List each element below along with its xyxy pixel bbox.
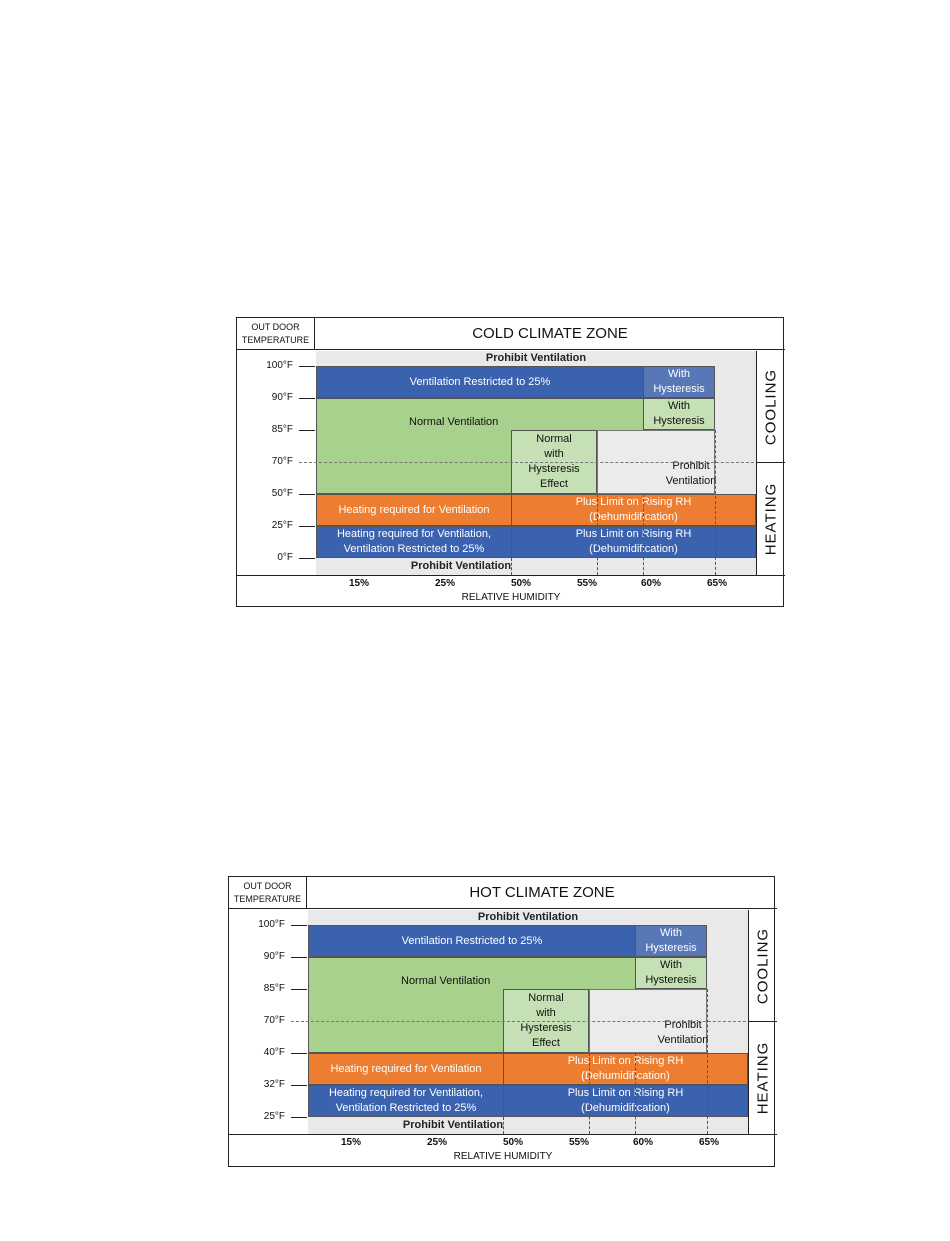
x-tick-label: 15% bbox=[340, 1137, 361, 1148]
x-tick-label: 65% bbox=[698, 1137, 719, 1148]
zone-plus-limit-1: Plus Limit on Rising RH (Dehumidificatio… bbox=[503, 1053, 748, 1085]
y-tick-label: 50°F bbox=[271, 488, 293, 499]
x-axis-title: RELATIVE HUMIDITY bbox=[453, 1151, 553, 1162]
prohibit-top-label: Prohibit Ventilation bbox=[485, 352, 587, 364]
zone-with-hysteresis-top: With Hysteresis bbox=[635, 925, 707, 957]
hot-climate-chart: OUT DOOR TEMPERATURE HOT CLIMATE ZONE Pr… bbox=[228, 876, 777, 1167]
y-tick-label: 32°F bbox=[263, 1079, 285, 1090]
chart-body: OUT DOOR TEMPERATURE HOT CLIMATE ZONE Pr… bbox=[229, 877, 777, 1167]
boundary-line-70f bbox=[291, 1021, 761, 1022]
y-tick-label: 100°F bbox=[266, 360, 293, 371]
boundary-line-70f bbox=[299, 462, 769, 463]
y-tick bbox=[299, 558, 315, 559]
y-tick bbox=[291, 925, 307, 926]
cooling-label: COOLING bbox=[762, 368, 780, 446]
heating-label: HEATING bbox=[754, 1041, 772, 1115]
y-axis-header: OUT DOOR TEMPERATURE bbox=[237, 318, 315, 350]
y-tick bbox=[299, 366, 315, 367]
y-tick-label: 25°F bbox=[263, 1111, 285, 1122]
y-tick bbox=[299, 526, 315, 527]
y-tick bbox=[291, 1085, 307, 1086]
y-tick-label: 40°F bbox=[263, 1047, 285, 1058]
x-gridline-60 bbox=[643, 494, 644, 575]
x-gridline-60 bbox=[635, 1053, 636, 1134]
x-tick-label: 60% bbox=[640, 578, 661, 589]
x-tick-label: 15% bbox=[348, 578, 369, 589]
y-tick bbox=[291, 989, 307, 990]
heating-box: HEATING bbox=[756, 462, 785, 575]
x-axis-footer bbox=[229, 1134, 777, 1167]
y-tick-label: 85°F bbox=[263, 983, 285, 994]
y-axis-header-line1: OUT DOOR bbox=[243, 881, 292, 891]
x-gridline-55 bbox=[597, 494, 598, 575]
y-tick bbox=[299, 494, 315, 495]
x-tick-label: 55% bbox=[568, 1137, 589, 1148]
x-axis-footer bbox=[237, 575, 785, 608]
cold-climate-chart: OUT DOOR TEMPERATURE COLD CLIMATE ZONE P… bbox=[236, 317, 785, 608]
y-tick-label: 100°F bbox=[258, 919, 285, 930]
x-gridline-55 bbox=[589, 1053, 590, 1134]
zone-heating-required: Heating required for Ventilation bbox=[316, 494, 512, 526]
y-tick-label: 25°F bbox=[271, 520, 293, 531]
y-tick-label: 90°F bbox=[271, 392, 293, 403]
y-tick-label: 85°F bbox=[271, 424, 293, 435]
y-axis-header-line1: OUT DOOR bbox=[251, 322, 300, 332]
y-tick bbox=[291, 1117, 307, 1118]
heating-label: HEATING bbox=[762, 482, 780, 556]
x-gridline-50 bbox=[503, 1117, 504, 1134]
y-tick-label: 0°F bbox=[277, 552, 293, 563]
zone-restricted: Ventilation Restricted to 25% bbox=[316, 366, 644, 398]
x-tick-label: 50% bbox=[510, 578, 531, 589]
x-tick-label: 50% bbox=[502, 1137, 523, 1148]
cooling-box: COOLING bbox=[756, 351, 785, 463]
chart-body: OUT DOOR TEMPERATURE COLD CLIMATE ZONE P… bbox=[237, 318, 785, 608]
y-tick bbox=[299, 398, 315, 399]
x-tick-label: 55% bbox=[576, 578, 597, 589]
x-tick-label: 25% bbox=[426, 1137, 447, 1148]
x-gridline-65 bbox=[715, 430, 716, 575]
x-axis-title: RELATIVE HUMIDITY bbox=[461, 592, 561, 603]
zone-with-hysteresis-mid: With Hysteresis bbox=[635, 957, 707, 989]
y-tick-label: 70°F bbox=[271, 456, 293, 467]
zone-plus-limit-2: Plus Limit on Rising RH (Dehumidificatio… bbox=[503, 1085, 748, 1117]
x-tick-label: 65% bbox=[706, 578, 727, 589]
y-axis-header: OUT DOOR TEMPERATURE bbox=[229, 877, 307, 909]
y-tick bbox=[291, 957, 307, 958]
zone-with-hysteresis-top: With Hysteresis bbox=[643, 366, 715, 398]
chart-title: COLD CLIMATE ZONE bbox=[315, 318, 785, 350]
cooling-box: COOLING bbox=[748, 910, 777, 1022]
y-tick-label: 70°F bbox=[263, 1015, 285, 1026]
zone-with-hysteresis-mid: With Hysteresis bbox=[643, 398, 715, 430]
zone-plus-limit-1: Plus Limit on Rising RH (Dehumidificatio… bbox=[511, 494, 756, 526]
x-tick-label: 60% bbox=[632, 1137, 653, 1148]
chart-title: HOT CLIMATE ZONE bbox=[307, 877, 777, 909]
y-axis-header-line2: TEMPERATURE bbox=[233, 894, 302, 904]
prohibit-bottom-label: Prohibit Ventilation bbox=[402, 1119, 504, 1131]
zone-restricted: Ventilation Restricted to 25% bbox=[308, 925, 636, 957]
y-tick bbox=[291, 1053, 307, 1054]
x-gridline-65 bbox=[707, 989, 708, 1134]
prohibit-top-label: Prohibit Ventilation bbox=[477, 911, 579, 923]
zone-normal-label: Normal Ventilation bbox=[401, 975, 491, 987]
cooling-label: COOLING bbox=[754, 927, 772, 1005]
x-gridline-50 bbox=[511, 558, 512, 575]
x-tick-label: 25% bbox=[434, 578, 455, 589]
y-tick bbox=[299, 430, 315, 431]
prohibit-bottom-label: Prohibit Ventilation bbox=[410, 560, 512, 572]
y-axis-header-line2: TEMPERATURE bbox=[241, 335, 310, 345]
zone-normal-label: Normal Ventilation bbox=[409, 416, 499, 428]
zone-plus-limit-2: Plus Limit on Rising RH (Dehumidificatio… bbox=[511, 526, 756, 558]
zone-heating-restricted: Heating required for Ventilation, Ventil… bbox=[316, 526, 512, 558]
heating-box: HEATING bbox=[748, 1021, 777, 1134]
y-tick-label: 90°F bbox=[263, 951, 285, 962]
zone-heating-required: Heating required for Ventilation bbox=[308, 1053, 504, 1085]
zone-heating-restricted: Heating required for Ventilation, Ventil… bbox=[308, 1085, 504, 1117]
